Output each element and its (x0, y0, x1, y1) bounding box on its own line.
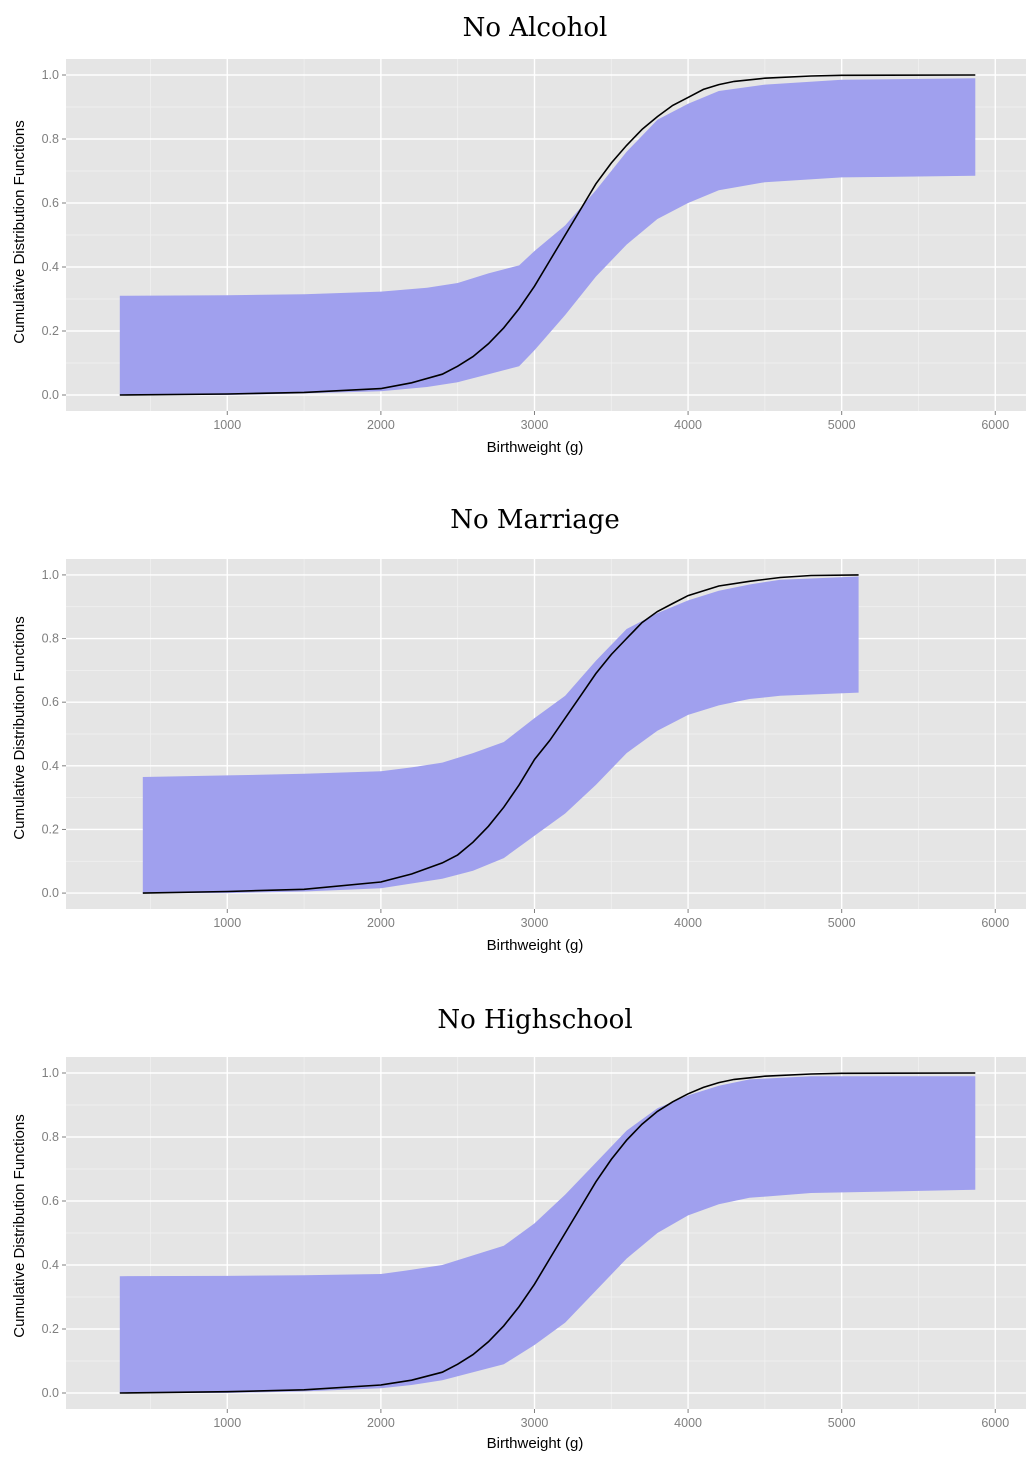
y-tick-label: 0.0 (42, 886, 59, 900)
y-tick-label: 0.2 (42, 1322, 59, 1336)
cdf-chart-3: No Highschool 1000 2000 3000 4000 5000 6000 0.… (0, 972, 1028, 1458)
y-tick-label: 0.4 (42, 1258, 59, 1272)
chart-panel-no-alcohol: No Alcohol 1000 2000 3000 4000 5000 6000 0.0 0.… (0, 0, 1028, 486)
chart-panel-no-marriage: No Marriage 1000 2000 3000 4000 5000 6000 0.0 0… (0, 486, 1028, 972)
x-tick-label: 6000 (981, 1416, 1009, 1430)
x-tick-label: 5000 (828, 916, 856, 930)
x-axis-label: Birthweight (g) (487, 937, 584, 954)
chart-title: No Alcohol (463, 13, 608, 43)
x-tick-label: 2000 (367, 916, 395, 930)
y-tick-label: 0.8 (42, 632, 59, 646)
x-tick-label: 1000 (213, 418, 241, 432)
y-tick-label: 0.2 (42, 822, 59, 836)
x-tick-label: 3000 (521, 1416, 549, 1430)
y-tick-label: 0.6 (42, 1194, 59, 1208)
y-axis-label: Cumulative Distribution Functions (11, 1114, 28, 1337)
y-tick-label: 0.2 (42, 324, 59, 338)
x-tick-label: 2000 (367, 1416, 395, 1430)
y-tick-label: 0.6 (42, 695, 59, 709)
y-tick-label: 1.0 (42, 568, 59, 582)
x-tick-label: 6000 (981, 418, 1009, 432)
chart-panel-no-highschool: No Highschool 1000 2000 3000 4000 5000 6000 0.… (0, 972, 1028, 1458)
y-tick-label: 0.0 (42, 388, 59, 402)
x-tick-label: 3000 (521, 916, 549, 930)
y-tick-label: 0.6 (42, 196, 59, 210)
x-tick-label: 6000 (981, 916, 1009, 930)
x-tick-label: 1000 (213, 1416, 241, 1430)
chart-title: No Marriage (450, 505, 620, 535)
chart-title: No Highschool (437, 1005, 632, 1035)
y-axis-label: Cumulative Distribution Functions (11, 616, 28, 839)
y-tick-label: 0.8 (42, 132, 59, 146)
x-tick-label: 4000 (674, 916, 702, 930)
x-tick-label: 3000 (521, 418, 549, 432)
x-tick-label: 5000 (828, 418, 856, 432)
y-tick-label: 0.4 (42, 260, 59, 274)
x-tick-label: 5000 (828, 1416, 856, 1430)
x-axis-label: Birthweight (g) (487, 439, 584, 456)
x-tick-label: 4000 (674, 1416, 702, 1430)
cdf-chart-1: No Alcohol 1000 2000 3000 4000 5000 6000 0.0 0.… (0, 0, 1028, 486)
cdf-chart-2: No Marriage 1000 2000 3000 4000 5000 6000 0.0 0… (0, 486, 1028, 972)
y-tick-label: 0.4 (42, 759, 59, 773)
y-tick-label: 0.0 (42, 1386, 59, 1400)
y-tick-label: 0.8 (42, 1130, 59, 1144)
y-tick-label: 1.0 (42, 1066, 59, 1080)
x-tick-label: 1000 (213, 916, 241, 930)
x-axis-label: Birthweight (g) (487, 1435, 584, 1452)
y-axis-label: Cumulative Distribution Functions (11, 120, 28, 343)
x-tick-label: 4000 (674, 418, 702, 432)
y-tick-label: 1.0 (42, 68, 59, 82)
x-tick-label: 2000 (367, 418, 395, 432)
